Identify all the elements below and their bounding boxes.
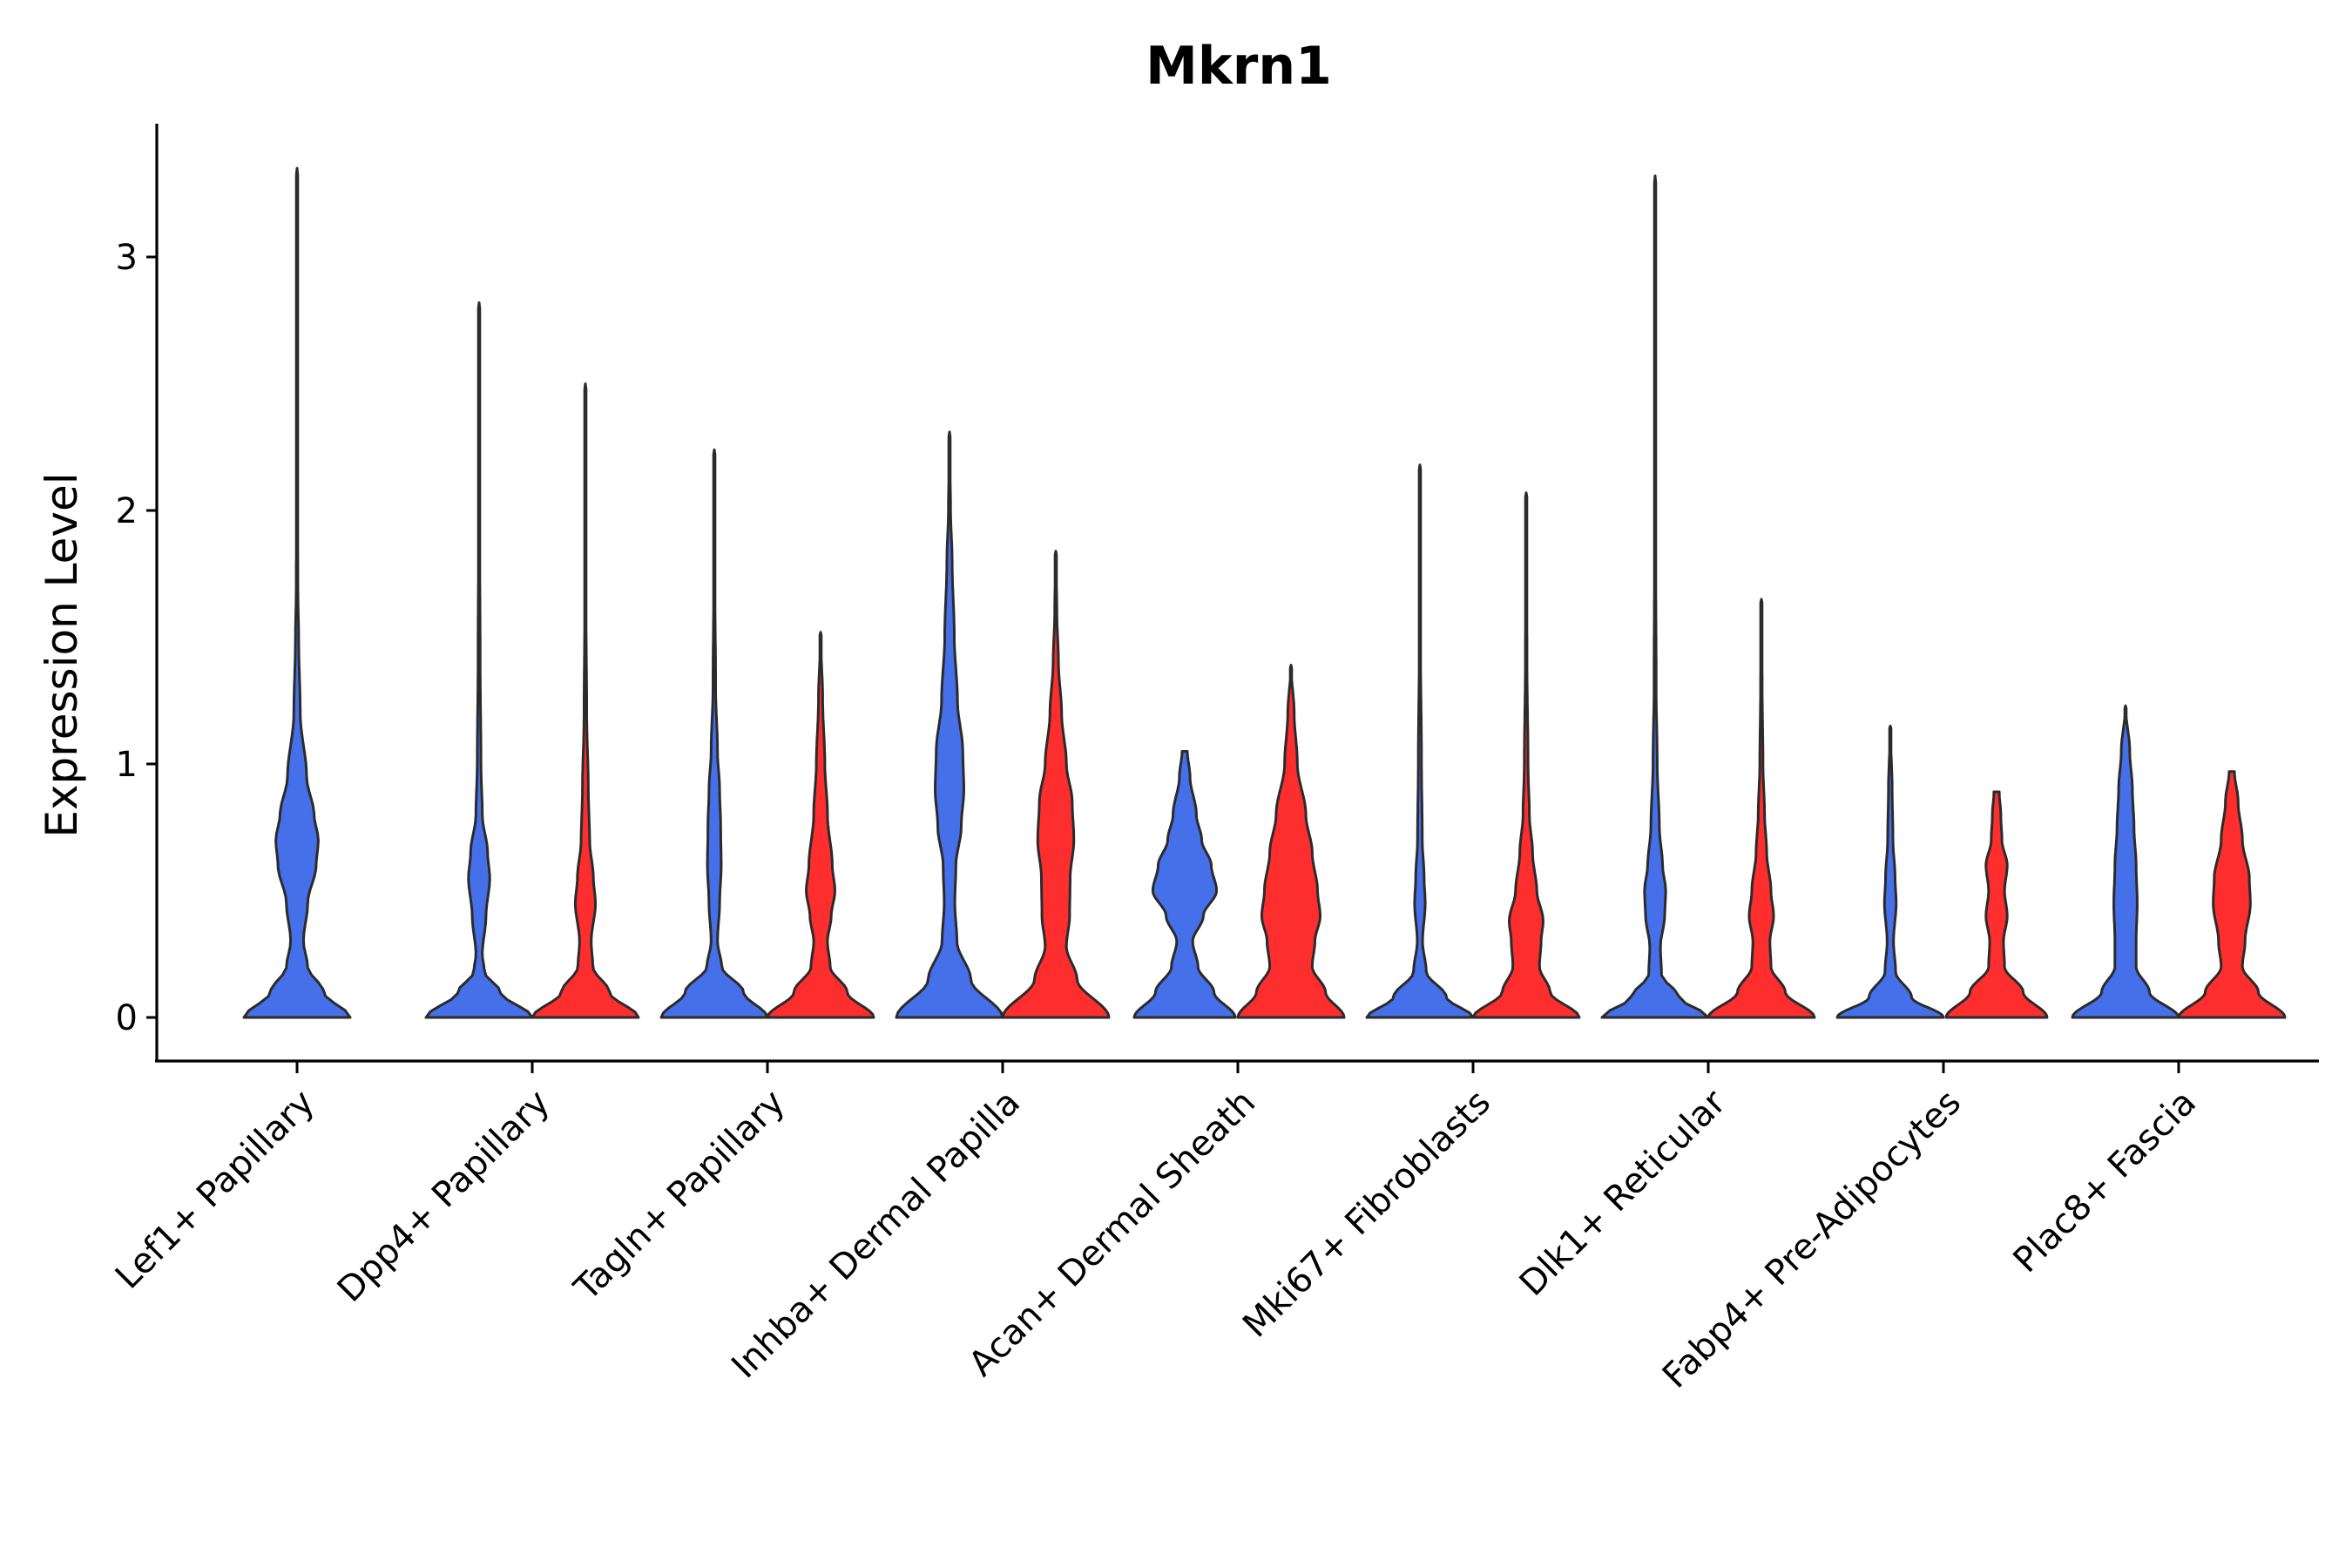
violin-group_b	[1001, 550, 1111, 1019]
y-tick-label: 2	[116, 491, 138, 531]
y-axis-ticks: 0 1 2 3	[116, 238, 157, 1038]
x-tick-label: Tagln+ Papillary	[566, 1083, 793, 1309]
violin-group_b	[1707, 598, 1816, 1019]
series-group_a	[242, 166, 2180, 1019]
y-tick-label: 1	[116, 745, 138, 785]
violin-group_a	[659, 448, 769, 1019]
violin-group_a	[242, 166, 352, 1019]
y-tick-label: 0	[116, 998, 138, 1038]
y-axis-label: Expression Level	[37, 472, 87, 837]
violin-group_a	[424, 301, 534, 1019]
violin-group_b	[1471, 491, 1581, 1019]
x-axis-ticks: Lef1+ Papillary Dpp4+ Papillary Tagln+ Pap…	[108, 1061, 2204, 1396]
violin-group_b	[1236, 664, 1346, 1019]
violin-group_b	[766, 631, 875, 1019]
x-tick-label: Dlk1+ Reticular	[1512, 1082, 1734, 1304]
y-tick-label: 3	[116, 238, 138, 278]
violin-group_a	[1835, 724, 1945, 1019]
x-tick-label: Plac8+ Fascia	[2006, 1083, 2205, 1281]
violin-group_a	[1600, 174, 1710, 1019]
chart-title: Mkrn1	[1146, 36, 1332, 97]
violin-group_a	[895, 430, 1004, 1019]
violin-group_a	[1132, 750, 1237, 1019]
violin-group_b	[2177, 770, 2287, 1019]
violin-group_a	[2071, 704, 2180, 1019]
x-tick-label: Lef1+ Papillary	[108, 1083, 322, 1297]
violin-group_b	[1944, 790, 2049, 1019]
x-tick-label: Dpp4+ Papillary	[330, 1083, 558, 1310]
violin-group_b	[531, 382, 640, 1019]
violin-plot-area	[242, 166, 2287, 1019]
violin-group_a	[1365, 463, 1475, 1019]
x-tick-label: Mki67+ Fibroblasts	[1235, 1083, 1498, 1346]
series-group_b	[531, 382, 2287, 1019]
